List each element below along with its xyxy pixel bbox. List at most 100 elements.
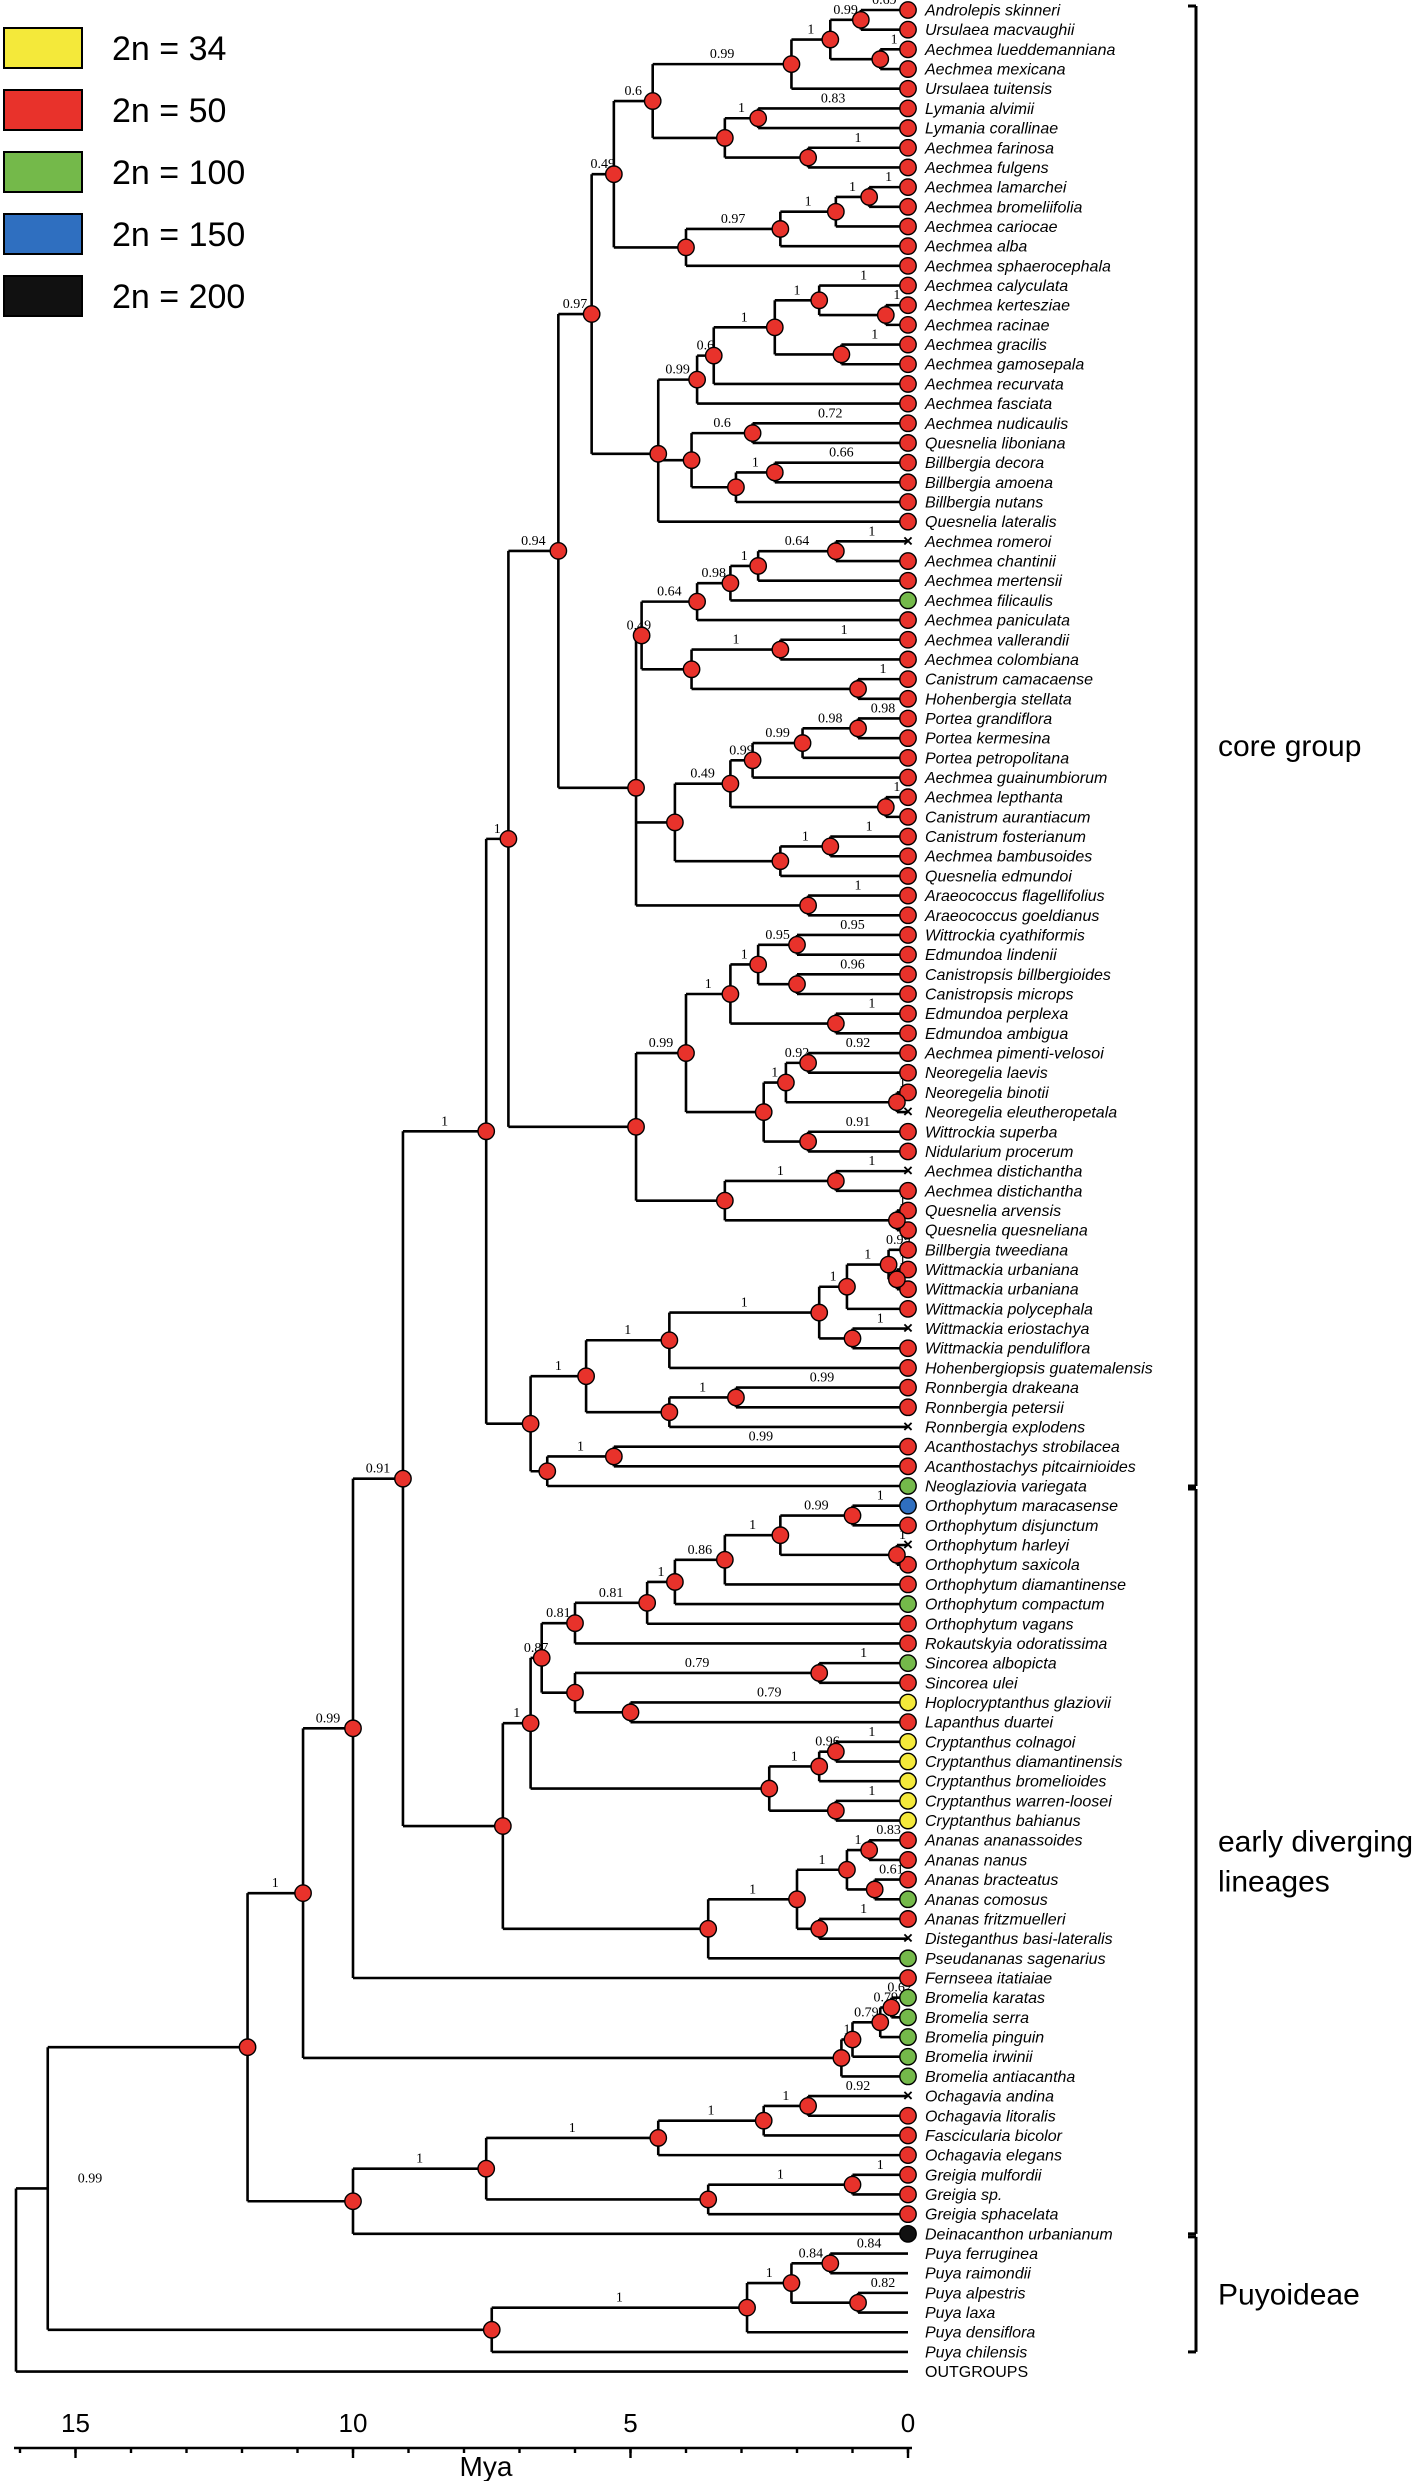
support-value: 1 bbox=[441, 1114, 448, 1129]
ancestral-node bbox=[810, 291, 829, 310]
ancestral-node bbox=[699, 1919, 718, 1938]
tip-state-50 bbox=[899, 926, 917, 944]
tip-label: Aechmea chantinii bbox=[924, 554, 1056, 571]
tip-label: Canistrum fosterianum bbox=[925, 829, 1086, 846]
support-value: 1 bbox=[868, 1725, 875, 1740]
tip-label: Orthophytum maracasense bbox=[925, 1498, 1118, 1515]
tip-label: Wittrockia superba bbox=[925, 1124, 1057, 1141]
tip-label: Aechmea cariocae bbox=[924, 219, 1058, 236]
tip-label: Quesnelia arvensis bbox=[925, 1203, 1061, 1220]
tip-state-50 bbox=[899, 2126, 917, 2145]
tip-label: Ochagavia andina bbox=[925, 2089, 1054, 2106]
tip-label: Ananas fritzmuelleri bbox=[924, 1911, 1066, 1928]
tip-state-50 bbox=[899, 79, 917, 98]
ancestral-node bbox=[793, 734, 812, 752]
ancestral-node bbox=[493, 1817, 512, 1835]
support-value: 1 bbox=[741, 1296, 748, 1311]
ancestral-node bbox=[677, 238, 695, 257]
ancestral-node bbox=[294, 1884, 312, 1903]
support-value: 0.6 bbox=[713, 416, 731, 431]
tip-label: Araeococcus flagellifolius bbox=[924, 888, 1105, 905]
support-value: 0.98 bbox=[818, 711, 843, 726]
support-value: 1 bbox=[805, 195, 812, 210]
tip-state-50 bbox=[899, 1910, 917, 1928]
ancestral-node bbox=[632, 626, 651, 645]
ancestral-node bbox=[771, 220, 790, 238]
support-value: 1 bbox=[741, 549, 748, 564]
tip-state-50 bbox=[899, 768, 917, 787]
support-value: 1 bbox=[899, 1075, 906, 1090]
ancestral-node bbox=[832, 2049, 851, 2067]
tip-label: Orthophytum compactum bbox=[925, 1597, 1105, 1614]
tip-label: Greigia mulfordii bbox=[925, 2167, 1042, 2184]
tip-label: Ochagavia litoralis bbox=[925, 2108, 1056, 2125]
missing-state-marker: × bbox=[903, 1417, 913, 1436]
support-value: 1 bbox=[272, 1876, 279, 1891]
tip-state-50 bbox=[899, 2146, 917, 2165]
support-value: 1 bbox=[771, 1066, 778, 1081]
tip-label: Aechmea distichantha bbox=[924, 1183, 1083, 1200]
tip-label: Nidularium procerum bbox=[925, 1144, 1074, 1161]
axis-tick-label: 0 bbox=[901, 2408, 915, 2438]
support-value: 1 bbox=[749, 1518, 756, 1533]
ancestral-node bbox=[826, 1172, 845, 1190]
support-value: 0.83 bbox=[821, 91, 846, 106]
ancestral-node bbox=[777, 1073, 795, 1092]
support-value: 1 bbox=[860, 1646, 867, 1661]
ancestral-node bbox=[699, 2190, 718, 2209]
support-value: 0.72 bbox=[818, 406, 843, 421]
support-value: 0.83 bbox=[876, 1823, 901, 1838]
legend: 2n = 34 2n = 50 2n = 100 2n = 150 2n = 200 bbox=[3, 27, 245, 317]
ancestral-node bbox=[532, 1648, 551, 1667]
tip-label: Lapanthus duartei bbox=[925, 1715, 1054, 1732]
tip-label: Aechmea lepthanta bbox=[924, 790, 1063, 807]
support-value: 1 bbox=[741, 310, 748, 325]
tip-label: Aechmea pimenti-velosoi bbox=[924, 1046, 1104, 1063]
tip-label: Aechmea kertesziae bbox=[924, 298, 1070, 315]
axis-tick-label: 15 bbox=[61, 2408, 90, 2438]
support-value: 1 bbox=[416, 2152, 423, 2167]
tip-state-50 bbox=[899, 1004, 917, 1023]
support-value: 1 bbox=[707, 2104, 714, 2119]
ancestral-node bbox=[721, 574, 740, 593]
tip-state-50 bbox=[899, 1555, 917, 1574]
tip-label: Puya chilensis bbox=[925, 2344, 1027, 2361]
tip-label: Aechmea filicaulis bbox=[924, 593, 1053, 610]
tip-state-50 bbox=[899, 355, 917, 374]
tip-state-200 bbox=[899, 2224, 917, 2243]
tip-state-34 bbox=[899, 1811, 917, 1830]
missing-state-marker: × bbox=[903, 1319, 913, 1338]
ancestral-node bbox=[826, 542, 845, 561]
tip-label: Wittmackia urbaniana bbox=[925, 1262, 1079, 1279]
tip-state-50 bbox=[899, 847, 917, 866]
ancestral-node bbox=[677, 1044, 695, 1062]
ancestral-node bbox=[771, 1526, 790, 1545]
ancestral-node bbox=[788, 1890, 806, 1909]
tip-label: Quesnelia lateralis bbox=[925, 514, 1057, 531]
ancestral-node bbox=[865, 1880, 884, 1899]
tip-state-50 bbox=[899, 237, 917, 256]
tip-label: Ananas nanus bbox=[924, 1852, 1027, 1869]
clade-label: core group bbox=[1218, 730, 1361, 763]
ancestral-node bbox=[660, 1331, 679, 1350]
support-value: 0.86 bbox=[688, 1543, 713, 1558]
support-value: 0.61 bbox=[879, 1863, 904, 1878]
support-value: 0.96 bbox=[840, 957, 865, 972]
ancestral-node bbox=[810, 1664, 829, 1682]
tip-label: Aechmea calyculata bbox=[924, 278, 1068, 295]
tip-label: Ananas comosus bbox=[924, 1892, 1048, 1909]
support-value: 0.99 bbox=[804, 1499, 829, 1514]
tip-state-50 bbox=[899, 1831, 917, 1850]
ancestral-node bbox=[843, 2030, 862, 2049]
tip-label: Aechmea alba bbox=[924, 239, 1027, 256]
tip-state-100 bbox=[899, 2047, 917, 2066]
ancestral-node bbox=[826, 1742, 845, 1761]
support-value: 1 bbox=[864, 1248, 871, 1263]
support-value: 0.94 bbox=[521, 534, 546, 549]
legend-label-34: 2n = 34 bbox=[112, 30, 226, 68]
tip-label: Bromelia karatas bbox=[925, 1990, 1045, 2007]
ancestral-node bbox=[627, 1117, 645, 1136]
tip-label: Puya ferruginea bbox=[925, 2246, 1038, 2263]
support-value: 1 bbox=[880, 662, 887, 677]
support-value: 1 bbox=[782, 2089, 789, 2104]
